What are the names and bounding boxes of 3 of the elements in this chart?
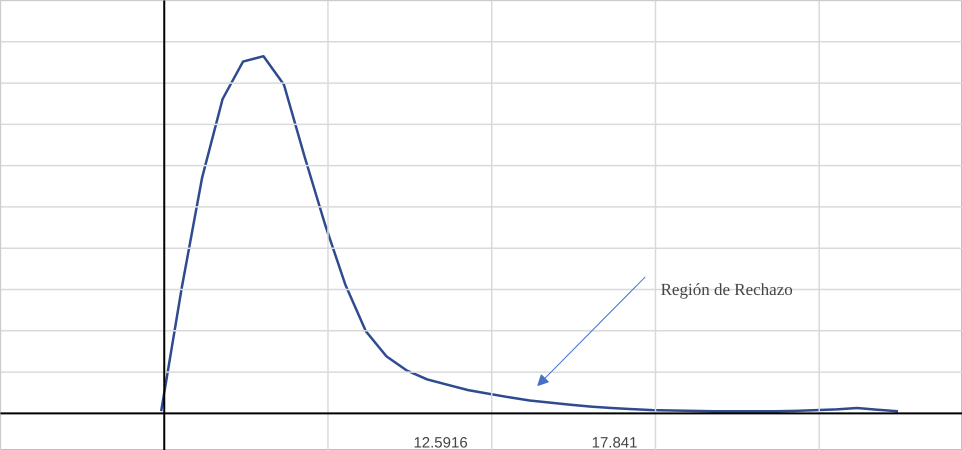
text: 12.5916 (413, 434, 468, 450)
annotation: Región de Rechazo (660, 280, 793, 300)
text: 17.841 (592, 434, 638, 450)
